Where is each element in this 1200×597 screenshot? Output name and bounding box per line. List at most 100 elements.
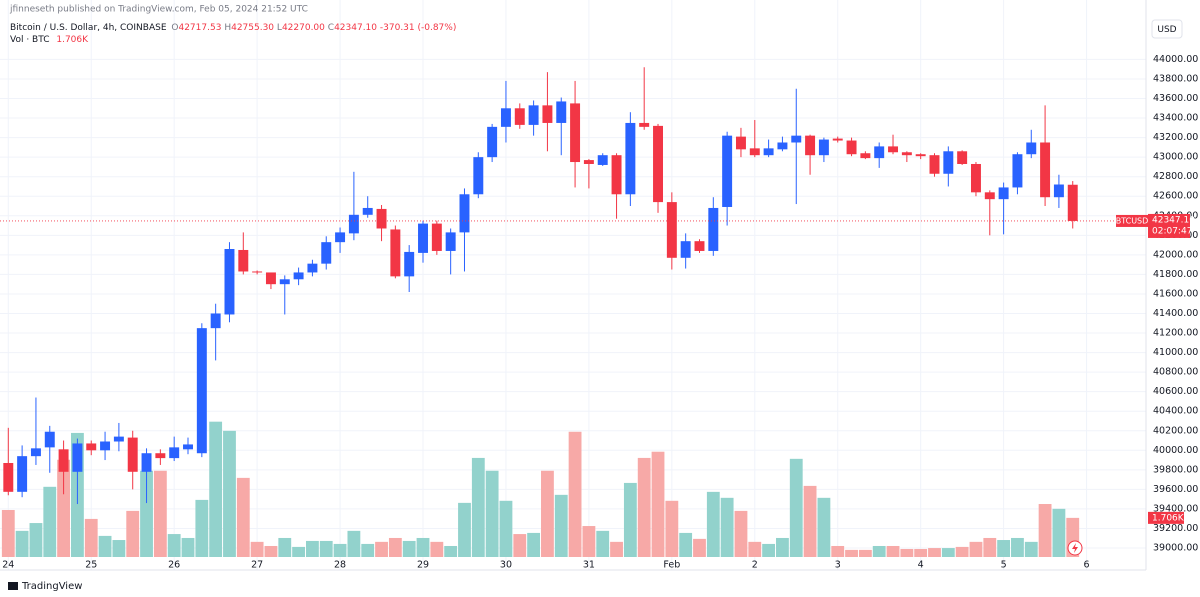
candle-body — [777, 142, 788, 150]
volume-bar — [195, 499, 209, 557]
candle-body — [694, 241, 705, 251]
volume-bar — [361, 543, 375, 557]
brand: TradingView — [21, 581, 82, 592]
volume-bar — [720, 497, 734, 557]
volume-bar — [651, 451, 665, 557]
candle-body — [321, 242, 332, 264]
ohlc-value: 42347.10 — [334, 23, 377, 33]
y-tick-label: 43000.00 — [1153, 152, 1198, 163]
candle-body — [459, 194, 470, 233]
volume-bar — [250, 541, 264, 557]
candles — [3, 67, 1078, 505]
candle-body — [749, 148, 760, 156]
volume-label-box — [1148, 511, 1184, 524]
volume-bar — [969, 541, 983, 557]
y-tick-label: 42000.00 — [1153, 249, 1198, 260]
candle-body — [335, 232, 346, 243]
volume-bar — [637, 457, 651, 557]
candle-body — [265, 272, 276, 285]
volume-bar — [679, 532, 693, 557]
ohlc-key: C — [328, 23, 334, 33]
volume-bar — [554, 494, 568, 557]
candle-body — [183, 444, 193, 450]
candle-body — [1067, 184, 1078, 221]
y-tick-label: 44000.00 — [1153, 54, 1198, 65]
candle-body — [487, 126, 498, 158]
candle-body — [666, 202, 677, 258]
volume-bar — [1011, 537, 1024, 557]
candle-body — [943, 151, 954, 174]
symbol: Bitcoin / U.S. Dollar, 4h, COINBASE — [10, 23, 167, 33]
candle-body — [542, 105, 553, 123]
candle-body — [224, 249, 235, 315]
candle-body — [362, 207, 373, 215]
candle-body — [514, 108, 525, 125]
volume-bar — [665, 500, 679, 557]
y-tick-label: 41800.00 — [1153, 269, 1198, 280]
ohlc-value: 42755.30 — [231, 23, 274, 33]
volume-bar — [84, 518, 98, 557]
candle-body — [141, 453, 152, 472]
candle-body — [708, 207, 719, 251]
volume-bar — [57, 459, 71, 557]
volume-label: 1.706K — [1152, 513, 1185, 523]
candle-body — [307, 263, 318, 273]
volume-bar — [236, 477, 250, 557]
volume-bar — [914, 548, 928, 557]
volume-pane — [1, 421, 1080, 557]
candle-body — [763, 148, 774, 156]
candle-body — [293, 272, 304, 280]
candle-body — [888, 146, 898, 153]
candle-body — [791, 135, 802, 143]
candle-body — [901, 152, 912, 156]
volume-bar — [292, 546, 306, 557]
candle-body — [418, 223, 428, 253]
volume-value: 1.706K — [56, 35, 89, 45]
volume-bar — [223, 430, 236, 557]
candle-body — [17, 456, 28, 492]
candle-body — [597, 155, 608, 165]
volume-bar — [886, 545, 900, 557]
volume-bar — [734, 510, 748, 557]
candle-body — [653, 125, 663, 203]
volume-bar — [153, 470, 167, 557]
ohlc-value: 42270.00 — [282, 23, 325, 33]
candle-body — [846, 140, 857, 155]
x-tick-label: 4 — [918, 560, 924, 571]
volume-bar — [402, 540, 416, 557]
y-tick-label: 41200.00 — [1153, 328, 1198, 339]
currency[interactable]: USD — [1157, 25, 1176, 35]
candle-body — [970, 163, 981, 193]
x-tick-label: 26 — [168, 560, 180, 571]
candle-body — [984, 192, 995, 200]
candle-body — [113, 436, 124, 442]
volume-bar — [803, 485, 817, 557]
candle-body — [1026, 142, 1037, 155]
alert-bolt[interactable] — [1072, 543, 1078, 553]
x-tick-label: Feb — [663, 560, 680, 571]
volume-bar — [955, 546, 969, 557]
volume-bar — [900, 548, 914, 557]
volume-bar — [347, 530, 361, 557]
volume-bar — [596, 530, 610, 557]
volume-bar — [997, 540, 1011, 557]
candle-body — [196, 328, 207, 454]
x-tick-label: 30 — [500, 560, 512, 571]
volume-bar — [776, 537, 789, 557]
volume-bar — [209, 421, 223, 557]
price-label-box — [1148, 213, 1190, 238]
volume-bar — [485, 470, 499, 557]
volume-bar — [181, 537, 195, 557]
currency-button[interactable] — [1151, 19, 1183, 39]
candle-body — [832, 138, 843, 141]
x-tick-label: 24 — [2, 560, 14, 571]
volume-bar — [278, 537, 292, 557]
y-tick-label: 40800.00 — [1153, 367, 1198, 378]
legend: Bitcoin / U.S. Dollar, 4h, COINBASE O427… — [10, 23, 456, 33]
volume-bar — [748, 541, 762, 557]
volume-bar — [499, 500, 513, 557]
symbol-label: BTCUSD — [1116, 216, 1149, 225]
y-tick-label: 43600.00 — [1153, 93, 1198, 104]
candle-body — [431, 223, 442, 251]
